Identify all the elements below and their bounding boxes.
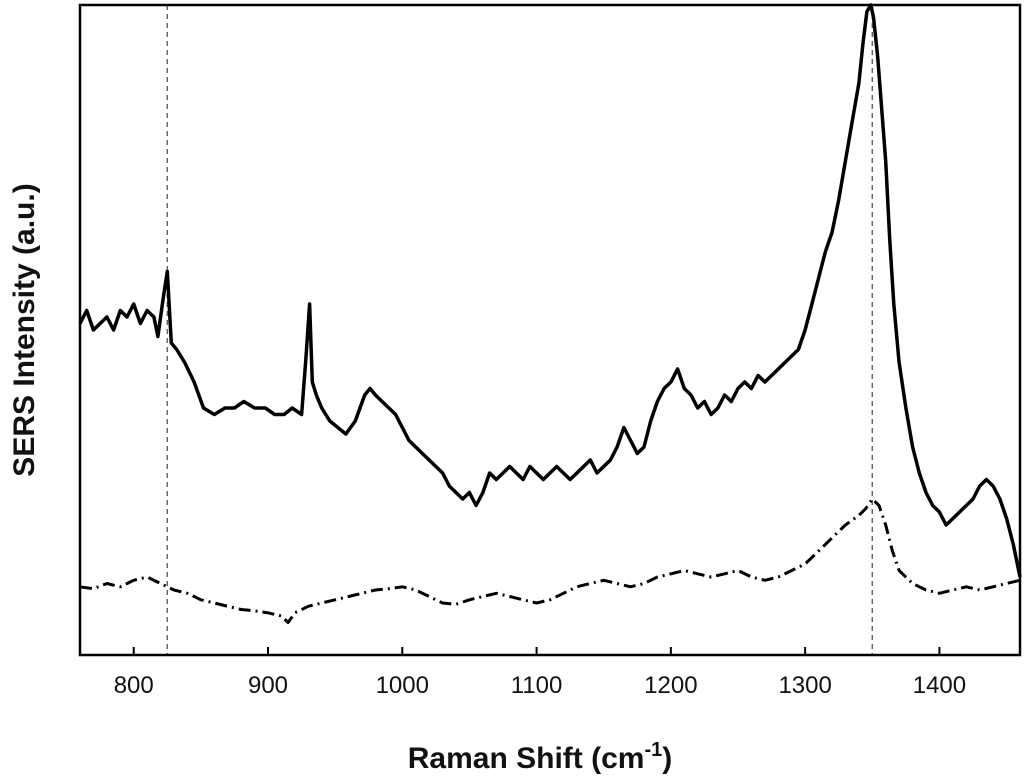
x-axis-ticks: 800 900 1000 1100 1200 1300 1400 [114, 647, 966, 699]
x-axis-title: Raman Shift (cm-1) [408, 739, 673, 775]
series-line-2 [79, 497, 1021, 624]
y-axis-title: SERS Intensity (a.u.) [8, 183, 41, 476]
x-tick-label-900: 900 [248, 672, 288, 699]
x-tick-label-800: 800 [114, 672, 154, 699]
plot-frame [78, 3, 1022, 657]
x-tick-label-1100: 1100 [511, 672, 563, 699]
x-tick-label-1400: 1400 [913, 672, 966, 699]
x-axis-title-end: ) [662, 742, 672, 775]
x-axis-title-superscript: -1 [644, 739, 662, 761]
x-axis-title-main: Raman Shift (cm [408, 742, 645, 775]
x-tick-label-1300: 1300 [778, 672, 831, 699]
series-layer [78, 3, 1022, 624]
x-tick-label-1200: 1200 [644, 672, 697, 699]
series-line-1 [78, 3, 1022, 578]
reference-lines [166, 5, 874, 655]
x-tick-label-1000: 1000 [376, 672, 429, 699]
